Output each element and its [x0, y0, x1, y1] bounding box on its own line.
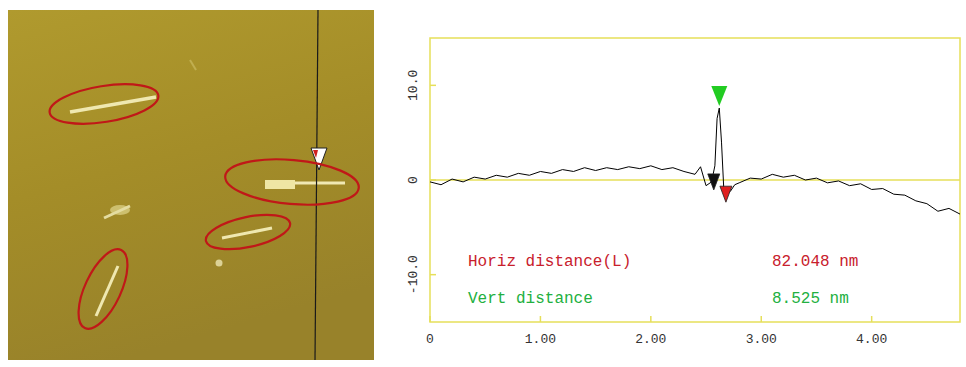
y-tick — [430, 274, 436, 276]
afm-rod — [265, 180, 295, 189]
scan-cursor — [313, 150, 318, 158]
highlight-ellipse — [203, 208, 293, 255]
x-tick — [761, 316, 763, 322]
highlight-ellipse — [223, 154, 360, 210]
x-tick — [650, 316, 652, 322]
y-tick-label: -10.0 — [406, 255, 421, 294]
afm-background — [8, 10, 374, 360]
x-tick-label: 0 — [426, 332, 434, 347]
figure: -10.0 0 10.0 0 1.00 2.00 3.00 4.00 Horiz distanc… — [0, 0, 966, 367]
annotation-value: 8.525 nm — [772, 290, 849, 308]
cursor — [720, 186, 732, 202]
x-tick — [429, 316, 431, 322]
y-tick — [430, 85, 436, 87]
afm-feature — [190, 60, 196, 70]
afm-rod — [96, 266, 118, 316]
annotation-label: Horiz distance(L) — [468, 253, 631, 271]
zero-line — [430, 179, 960, 181]
afm-rod — [222, 228, 272, 238]
plot-frame — [430, 38, 960, 322]
y-tick-label: 10.0 — [406, 70, 421, 101]
plot-marks — [430, 86, 960, 214]
highlight-ellipse — [69, 242, 138, 335]
scan-line — [315, 10, 318, 360]
profile-line — [430, 108, 960, 214]
x-tick — [540, 316, 542, 322]
x-tick-label: 4.00 — [856, 332, 887, 347]
scan-cursor — [311, 148, 327, 170]
y-tick-label: 0 — [406, 176, 421, 184]
cursor — [708, 174, 720, 190]
x-tick-label: 2.00 — [635, 332, 666, 347]
x-tick-label: 3.00 — [746, 332, 777, 347]
x-tick — [871, 316, 873, 322]
x-tick-label: 1.00 — [525, 332, 556, 347]
annotation-label: Vert distance — [468, 290, 593, 308]
cursor — [711, 86, 727, 106]
annotation-value: 82.048 nm — [772, 253, 858, 271]
afm-feature — [216, 260, 223, 267]
afm-image — [8, 10, 374, 360]
highlight-ellipse — [47, 78, 161, 131]
afm-rod — [70, 97, 156, 112]
afm-feature — [104, 206, 130, 218]
